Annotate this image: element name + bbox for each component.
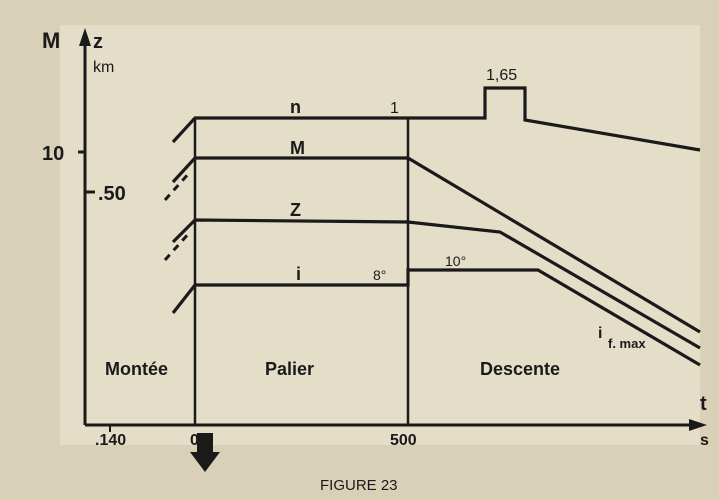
phase-palier: Palier (265, 359, 314, 379)
y-label-M: M (42, 28, 60, 53)
label-i-fmax: f. max (608, 336, 646, 351)
y-tick-label-50: .50 (98, 183, 126, 205)
phase-descente: Descente (480, 359, 560, 379)
x-unit-s: s (700, 432, 709, 449)
label-n-165: 1,65 (486, 67, 517, 84)
label-i-10: 10° (445, 253, 466, 269)
y-label-z: z (93, 31, 103, 53)
label-i: i (296, 264, 301, 284)
label-i-fmax-i: i (598, 325, 602, 342)
phase-montee: Montée (105, 359, 168, 379)
x-tick-label-neg140: .140 (95, 432, 126, 449)
x-label-t: t (700, 393, 707, 415)
label-n: n (290, 97, 301, 117)
label-i-8: 8° (373, 267, 386, 283)
y-unit-km: km (93, 59, 114, 76)
flight-profile-diagram: M z km 10 .50 t s .140 0 500 Montée Pali… (0, 0, 719, 500)
label-Z: Z (290, 200, 301, 220)
x-tick-label-500: 500 (390, 432, 417, 449)
label-M: M (290, 138, 305, 158)
plot-bg (60, 25, 700, 445)
x-tick-label-0: 0 (190, 432, 199, 449)
figure-caption: FIGURE 23 (320, 477, 398, 494)
label-n-1: 1 (390, 100, 399, 117)
y-tick-label-10: 10 (42, 143, 64, 165)
